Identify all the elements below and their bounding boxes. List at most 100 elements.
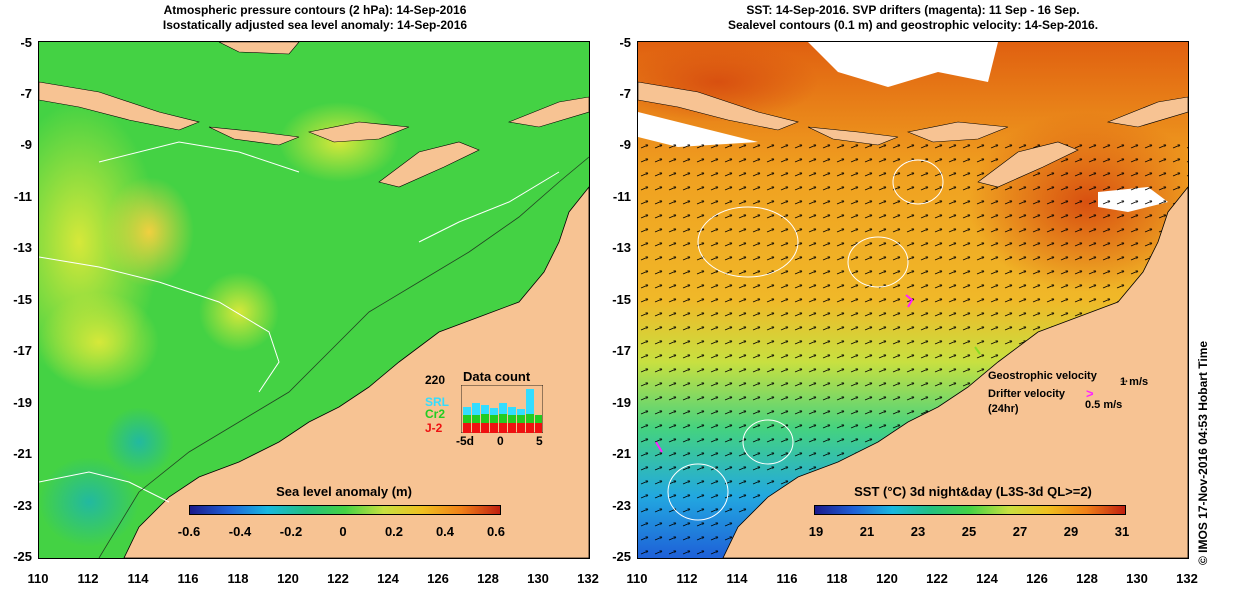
sla-high-north <box>279 102 399 182</box>
x-tick: 122 <box>327 571 349 586</box>
inset-bar <box>481 405 489 433</box>
x-tick: 120 <box>277 571 299 586</box>
land-timor <box>378 141 480 188</box>
sla-cb-tick: 0.4 <box>435 524 455 539</box>
sla-cb-tick: 0.6 <box>486 524 506 539</box>
sealevel-contour <box>847 236 909 288</box>
inset-bar <box>499 403 507 433</box>
land-east-islands <box>507 96 589 128</box>
x-tick: 132 <box>577 571 599 586</box>
inset-bar <box>517 409 525 433</box>
imos-credit: © IMOS 17-Nov-2016 04:53 Hobart Time <box>1196 340 1210 565</box>
sst-cb-tick: 27 <box>1012 524 1028 539</box>
x-tick: 118 <box>227 571 249 586</box>
land-north <box>218 42 300 55</box>
y-tick: -15 <box>612 292 631 307</box>
y-tick: -19 <box>13 395 32 410</box>
x-tick: 110 <box>626 571 648 586</box>
drifter-track <box>905 294 914 308</box>
geo-velocity-arrow-icon: → <box>1118 372 1130 386</box>
inset-bar <box>463 407 471 433</box>
inset-bar <box>472 403 480 433</box>
drifter-track <box>974 346 981 355</box>
sla-colorbar <box>189 505 501 515</box>
inset-xtick-end: 5 <box>536 434 543 448</box>
x-tick: 114 <box>726 571 748 586</box>
x-tick: 132 <box>1176 571 1198 586</box>
pressure-contour <box>39 471 170 503</box>
y-tick: -7 <box>20 86 32 101</box>
sla-cb-tick: -0.4 <box>228 524 252 539</box>
x-tick: 116 <box>177 571 199 586</box>
left-title-line1: Atmospheric pressure contours (2 hPa): 1… <box>163 3 467 17</box>
x-tick: 124 <box>976 571 998 586</box>
land-lesser-sunda <box>208 126 300 146</box>
y-tick: -17 <box>13 343 32 358</box>
sealevel-contour <box>697 206 799 278</box>
y-tick: -13 <box>13 240 32 255</box>
drifter-velocity-scale: 0.5 m/s <box>1085 399 1123 411</box>
sla-map: 220 Data count SRL Cr2 J-2 <box>38 41 590 559</box>
land-australia <box>123 186 589 558</box>
x-tick: 122 <box>926 571 948 586</box>
sla-map-graphic <box>39 42 589 558</box>
drifter-arrow-icon: > <box>1086 386 1094 401</box>
inset-bar <box>508 407 516 433</box>
sla-colorbar-title: Sea level anomaly (m) <box>276 484 412 499</box>
land-timor <box>977 141 1079 188</box>
right-title: SST: 14-Sep-2016. SVP drifters (magenta)… <box>638 3 1188 33</box>
x-tick: 128 <box>477 571 499 586</box>
y-tick: -11 <box>612 189 631 204</box>
land-lesser-sunda <box>807 126 899 146</box>
inset-bar <box>526 389 534 433</box>
sla-cb-tick: 0.2 <box>384 524 404 539</box>
sst-cb-tick: 21 <box>859 524 875 539</box>
sla-high-sw <box>39 292 159 392</box>
x-tick: 130 <box>1126 571 1148 586</box>
y-tick: -5 <box>619 35 631 50</box>
x-tick: 110 <box>27 571 49 586</box>
inset-series-srl: SRL <box>425 395 449 409</box>
x-tick: 112 <box>77 571 99 586</box>
sla-high-center <box>199 272 279 352</box>
x-tick: 124 <box>377 571 399 586</box>
sla-cb-tick: -0.6 <box>177 524 201 539</box>
inset-xtick-zero: 0 <box>497 434 504 448</box>
sst-colorbar-title: SST (°C) 3d night&day (L3S-3d QL>=2) <box>854 484 1092 499</box>
y-tick: -5 <box>20 35 32 50</box>
sealevel-contour <box>667 463 729 521</box>
drifter-velocity-sub: (24hr) <box>988 403 1019 415</box>
inset-bar <box>490 408 498 433</box>
y-tick: -25 <box>13 549 32 564</box>
drifter-track <box>655 441 663 453</box>
land-east-islands <box>1106 96 1188 128</box>
y-tick: -23 <box>612 498 631 513</box>
geo-velocity-label: Geostrophic velocity <box>988 370 1097 382</box>
x-tick: 116 <box>776 571 798 586</box>
sla-cb-tick: -0.2 <box>279 524 303 539</box>
sealevel-contour <box>742 419 794 465</box>
right-title-line1: SST: 14-Sep-2016. SVP drifters (magenta)… <box>746 3 1080 17</box>
land-flores <box>307 121 410 143</box>
drifter-velocity-label: Drifter velocity <box>988 388 1066 400</box>
y-tick: -21 <box>612 446 631 461</box>
x-tick: 130 <box>527 571 549 586</box>
y-tick: -19 <box>612 395 631 410</box>
x-tick: 126 <box>1026 571 1048 586</box>
inset-title: Data count <box>463 369 531 384</box>
y-tick: -13 <box>612 240 631 255</box>
pressure-contour <box>418 171 560 243</box>
land-australia <box>722 186 1188 558</box>
land-java <box>39 81 200 131</box>
sla-low-s <box>104 407 174 477</box>
sla-cb-tick: 0 <box>339 524 347 539</box>
data-count-inset: 220 Data count SRL Cr2 J-2 <box>419 367 549 448</box>
cloud-mask <box>808 42 998 87</box>
land-flores <box>906 121 1009 143</box>
inset-ymax: 220 <box>425 373 446 387</box>
x-tick: 118 <box>826 571 848 586</box>
pressure-contour <box>39 256 280 393</box>
sla-high-peak <box>104 177 194 287</box>
inset-bar <box>535 415 542 433</box>
left-title-line2: Isostatically adjusted sea level anomaly… <box>162 18 468 32</box>
